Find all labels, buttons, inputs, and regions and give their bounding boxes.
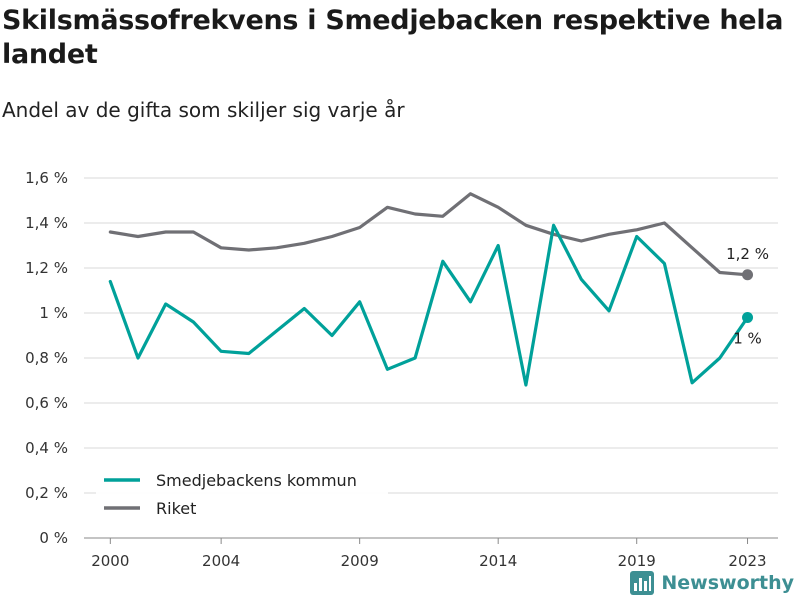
chart-subtitle: Andel av de gifta som skiljer sig varje … [2,98,405,122]
y-tick-label: 0,4 % [25,439,68,457]
logo-text: Newsworthy [661,572,794,594]
series-line-riket [108,192,750,277]
end-label-smedjebacken: 1 % [733,330,762,348]
legend-label: Smedjebackens kommun [156,471,357,490]
y-tick-label: 1 % [39,304,68,322]
x-tick-label: 2014 [479,552,517,570]
y-tick-label: 0,6 % [25,394,68,412]
chart-title: Skilsmässofrekvens i Smedjebacken respek… [2,5,784,70]
x-tick-label: 2000 [91,552,129,570]
bar-chart-icon [630,571,655,595]
y-tick-label: 1,4 % [25,214,68,232]
x-tick-label: 2019 [618,552,656,570]
legend-background [96,462,388,522]
series-lines [108,192,754,387]
legend-label: Riket [156,499,196,518]
y-tick-label: 1,2 % [25,259,68,277]
end-labels: 1,2 % 1 % [726,245,769,348]
legend: Smedjebackens kommun Riket [96,462,388,522]
end-label-riket: 1,2 % [726,245,769,263]
end-point-smedjebacken [742,312,754,323]
end-point-riket [742,269,754,281]
y-tick-label: 1,6 % [25,169,68,187]
y-tick-label: 0,8 % [25,349,68,367]
y-tick-label: 0 % [39,529,68,547]
y-tick-label: 0,2 % [25,484,68,502]
y-axis-ticks: 0 % 0,2 % 0,4 % 0,6 % 0,8 % 1 % 1,2 % 1,4 % 1,6 … [25,169,68,547]
x-tick-label: 2023 [728,552,766,570]
x-tick-label: 2004 [202,552,240,570]
x-tick-label: 2009 [341,552,379,570]
series-line-smedjebacken [108,223,750,387]
newsworthy-logo: Newsworthy [629,570,794,596]
x-axis-ticks: 2000 2004 2009 2014 2019 2023 [91,538,767,570]
